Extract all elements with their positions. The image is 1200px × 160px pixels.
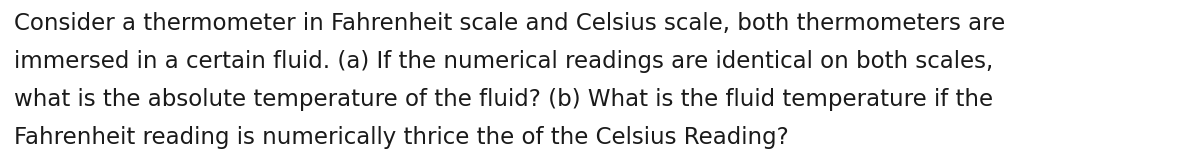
Text: what is the absolute temperature of the fluid? (b) What is the fluid temperature: what is the absolute temperature of the … bbox=[14, 88, 994, 111]
Text: immersed in a certain fluid. (a) If the numerical readings are identical on both: immersed in a certain fluid. (a) If the … bbox=[14, 50, 994, 73]
Text: Fahrenheit reading is numerically thrice the of the Celsius Reading?: Fahrenheit reading is numerically thrice… bbox=[14, 126, 788, 149]
Text: Consider a thermometer in Fahrenheit scale and Celsius scale, both thermometers : Consider a thermometer in Fahrenheit sca… bbox=[14, 12, 1006, 35]
